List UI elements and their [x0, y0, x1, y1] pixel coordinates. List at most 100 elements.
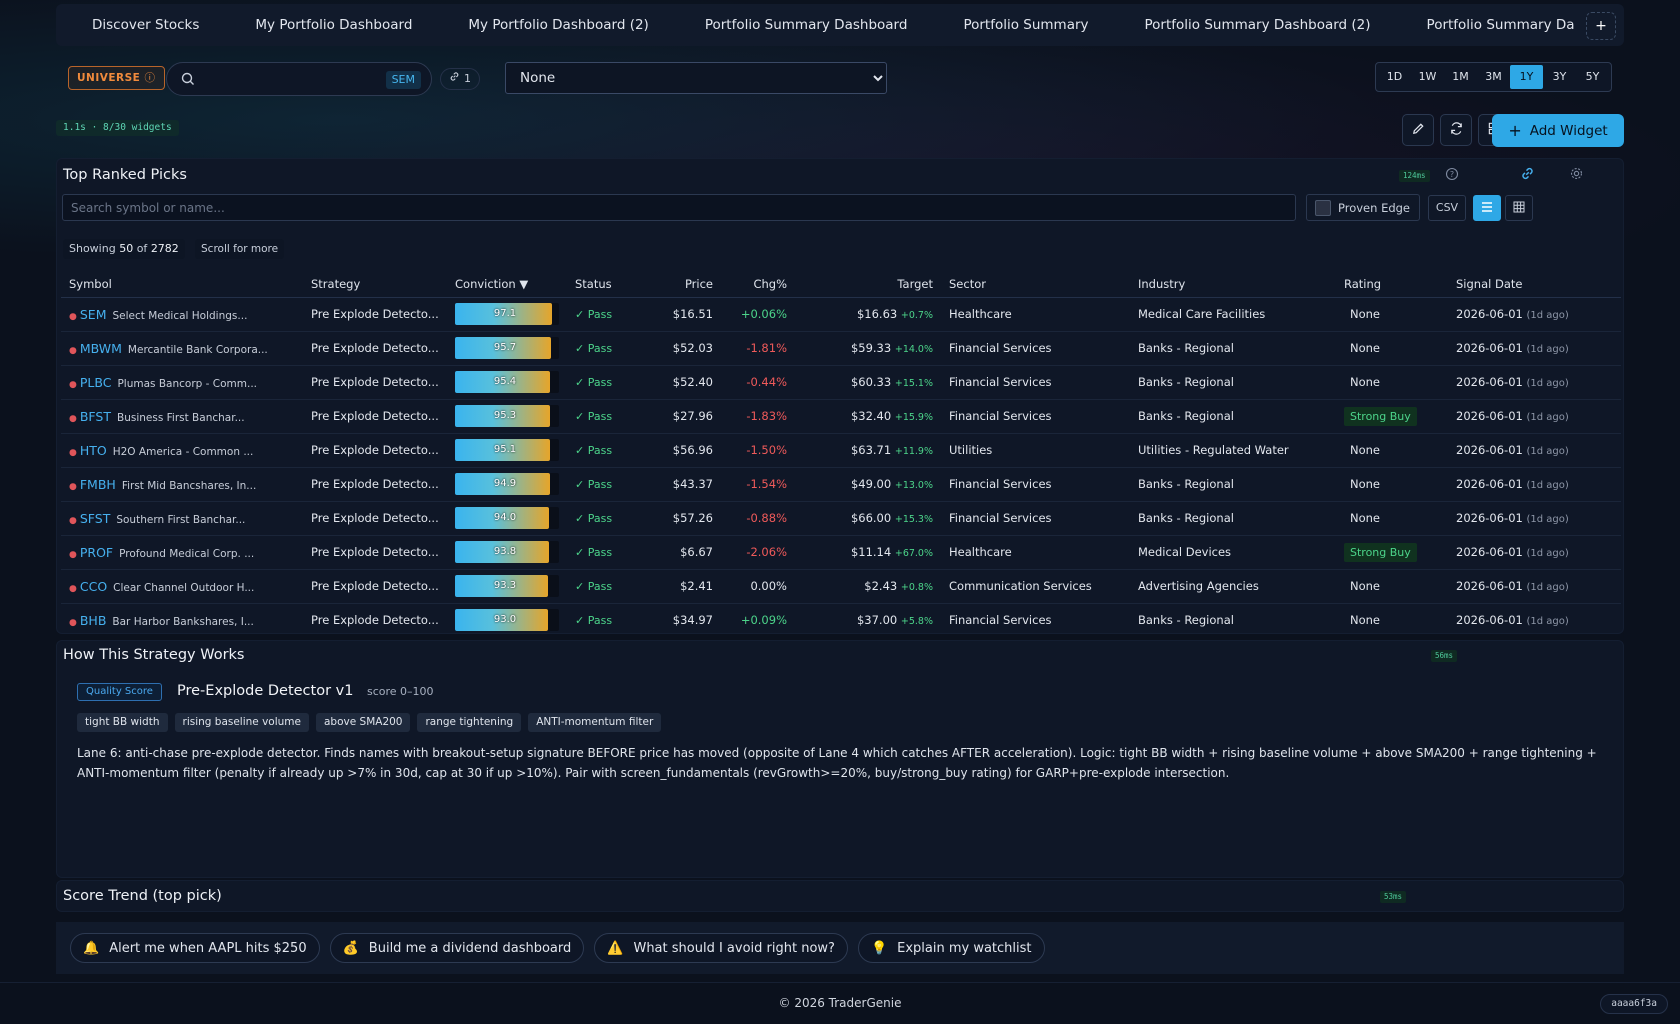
- search-mode-badge[interactable]: SEM: [385, 71, 421, 89]
- symbol-cell[interactable]: ● PLBC Plumas Bancorp - Comm...: [61, 365, 303, 400]
- add-widget-button[interactable]: + Add Widget: [1492, 114, 1624, 147]
- add-tab-button[interactable]: +: [1586, 12, 1616, 40]
- conviction-bar-fill: [455, 507, 549, 529]
- prompt-suggestion-button[interactable]: 💡 Explain my watchlist: [857, 933, 1045, 963]
- csv-export-button[interactable]: CSV: [1428, 195, 1466, 221]
- table-row[interactable]: ● PROF Profound Medical Corp. ... Pre Explo…: [61, 535, 1621, 570]
- target-price: $11.14: [850, 545, 892, 559]
- ticker-symbol[interactable]: CCO: [79, 578, 108, 594]
- tab-7[interactable]: Portfolio Summary Da: [1426, 17, 1575, 33]
- symbol-cell[interactable]: ● FMBH First Mid Bancshares, In...: [61, 467, 303, 502]
- symbol-cell[interactable]: ● HTO H2O America - Common ...: [61, 433, 303, 468]
- table-row[interactable]: ● BFST Business First Banchar... Pre Explod…: [61, 399, 1621, 434]
- tab-1[interactable]: Discover Stocks: [92, 17, 200, 33]
- refresh-button[interactable]: [1440, 114, 1472, 146]
- signal-age: (1d ago): [1526, 582, 1569, 593]
- ticker-symbol[interactable]: BHB: [79, 612, 107, 628]
- range-1w-button[interactable]: 1W: [1418, 70, 1437, 83]
- range-3m-button[interactable]: 3M: [1485, 70, 1502, 83]
- status-cell: ✓ Pass: [567, 569, 653, 604]
- ticker-symbol[interactable]: SEM: [79, 306, 107, 322]
- gear-icon[interactable]: [1569, 166, 1584, 184]
- change-cell: -1.81%: [721, 331, 795, 366]
- table-row[interactable]: ● FMBH First Mid Bancshares, In... Pre Expl…: [61, 467, 1621, 502]
- ticker-symbol[interactable]: BFST: [79, 408, 111, 424]
- column-header-industry[interactable]: Industry: [1130, 272, 1336, 298]
- column-header-conviction[interactable]: Conviction ▼: [447, 272, 567, 298]
- conviction-bar-fill: [455, 473, 550, 495]
- link-count-value: 1: [464, 72, 471, 85]
- prompt-suggestion-button[interactable]: 💰 Build me a dividend dashboard: [329, 933, 585, 963]
- column-header-sector[interactable]: Sector: [941, 272, 1130, 298]
- column-header-status[interactable]: Status: [567, 272, 653, 298]
- portfolio-select[interactable]: None: [505, 62, 887, 94]
- ticker-symbol[interactable]: MBWM: [79, 340, 122, 356]
- quality-score-badge: Quality Score: [77, 683, 162, 701]
- link-icon[interactable]: [1520, 166, 1535, 184]
- ticker-symbol[interactable]: PLBC: [79, 374, 112, 390]
- target-cell: $16.63 +0.7%: [795, 297, 941, 332]
- range-5y-button[interactable]: 5Y: [1585, 70, 1600, 83]
- range-1d-button[interactable]: 1D: [1386, 70, 1403, 83]
- ticker-symbol[interactable]: SFST: [79, 510, 111, 526]
- column-header-rating[interactable]: Rating: [1336, 272, 1448, 298]
- table-row[interactable]: ● HTO H2O America - Common ... Pre Explode …: [61, 433, 1621, 468]
- signal-date-cell: 2026-06-01 (1d ago): [1448, 603, 1621, 633]
- ticker-symbol[interactable]: HTO: [79, 442, 107, 458]
- column-header-strategy[interactable]: Strategy: [303, 272, 447, 298]
- ticker-symbol[interactable]: PROF: [79, 544, 114, 560]
- table-row[interactable]: ● SEM Select Medical Holdings... Pre Explod…: [61, 297, 1621, 332]
- symbol-cell[interactable]: ● BHB Bar Harbor Bankshares, I...: [61, 603, 303, 633]
- table-row[interactable]: ● SFST Southern First Banchar... Pre Explod…: [61, 501, 1621, 536]
- tab-3[interactable]: My Portfolio Dashboard (2): [468, 17, 649, 33]
- column-header-target[interactable]: Target: [795, 272, 941, 298]
- proven-edge-toggle[interactable]: Proven Edge: [1306, 194, 1420, 221]
- universe-badge[interactable]: UNIVERSE ⓘ: [68, 66, 165, 90]
- column-header-chg[interactable]: Chg%: [721, 272, 795, 298]
- prompt-label: Explain my watchlist: [897, 940, 1032, 956]
- table-row[interactable]: ● CCO Clear Channel Outdoor H... Pre Explod…: [61, 569, 1621, 604]
- symbol-cell[interactable]: ● PROF Profound Medical Corp. ...: [61, 535, 303, 570]
- ticker-symbol[interactable]: FMBH: [79, 476, 116, 492]
- symbol-cell[interactable]: ● SFST Southern First Banchar...: [61, 501, 303, 536]
- picks-search-field[interactable]: [62, 194, 1296, 221]
- strategy-explainer-widget: How This Strategy Works 56ms Quality Sco…: [56, 640, 1624, 878]
- column-header-price[interactable]: Price: [653, 272, 721, 298]
- universe-label: UNIVERSE: [77, 72, 141, 84]
- linked-widgets-button[interactable]: 1: [440, 68, 480, 90]
- target-upside: +67.0%: [894, 548, 933, 559]
- table-row[interactable]: ● BHB Bar Harbor Bankshares, I... Pre Explo…: [61, 603, 1621, 633]
- symbol-search[interactable]: SEM: [166, 62, 432, 96]
- target-price: $59.33: [850, 341, 892, 355]
- search-input[interactable]: [203, 69, 363, 91]
- picks-search-input[interactable]: [63, 195, 1295, 220]
- prompt-suggestion-button[interactable]: ⚠️ What should I avoid right now?: [594, 933, 848, 963]
- table-row[interactable]: ● PLBC Plumas Bancorp - Comm... Pre Explode…: [61, 365, 1621, 400]
- table-row[interactable]: ● MBWM Mercantile Bank Corpora... Pre Explo…: [61, 331, 1621, 366]
- money-bag-icon: 💰: [342, 940, 359, 956]
- proven-edge-checkbox[interactable]: [1315, 199, 1331, 216]
- tab-6[interactable]: Portfolio Summary Dashboard (2): [1144, 17, 1371, 33]
- range-1m-button[interactable]: 1M: [1452, 70, 1469, 83]
- list-view-button[interactable]: [1473, 195, 1501, 221]
- range-1y-button[interactable]: 1Y: [1510, 65, 1543, 89]
- tab-4[interactable]: Portfolio Summary Dashboard: [704, 17, 908, 33]
- symbol-cell[interactable]: ● BFST Business First Banchar...: [61, 399, 303, 434]
- tab-5[interactable]: Portfolio Summary: [963, 17, 1089, 33]
- symbol-cell[interactable]: ● CCO Clear Channel Outdoor H...: [61, 569, 303, 604]
- column-header-symbol[interactable]: Symbol: [61, 272, 303, 298]
- symbol-cell[interactable]: ● SEM Select Medical Holdings...: [61, 297, 303, 332]
- conviction-bar-track: 95.4: [455, 371, 559, 393]
- grid-view-button[interactable]: [1505, 195, 1533, 221]
- edit-button[interactable]: [1402, 114, 1434, 146]
- column-header-signal-date[interactable]: Signal Date: [1448, 272, 1621, 298]
- prompt-suggestion-button[interactable]: 🔔 Alert me when AAPL hits $250: [70, 933, 320, 963]
- conviction-cell: 95.7: [447, 331, 567, 366]
- conviction-bar-fill: [455, 371, 551, 393]
- range-3y-button[interactable]: 3Y: [1552, 70, 1567, 83]
- help-icon[interactable]: ?: [1445, 167, 1459, 184]
- signal-dot-icon: ●: [69, 379, 77, 390]
- tab-2[interactable]: My Portfolio Dashboard: [255, 17, 413, 33]
- symbol-cell[interactable]: ● MBWM Mercantile Bank Corpora...: [61, 331, 303, 366]
- portfolio-dropdown[interactable]: None: [506, 63, 886, 93]
